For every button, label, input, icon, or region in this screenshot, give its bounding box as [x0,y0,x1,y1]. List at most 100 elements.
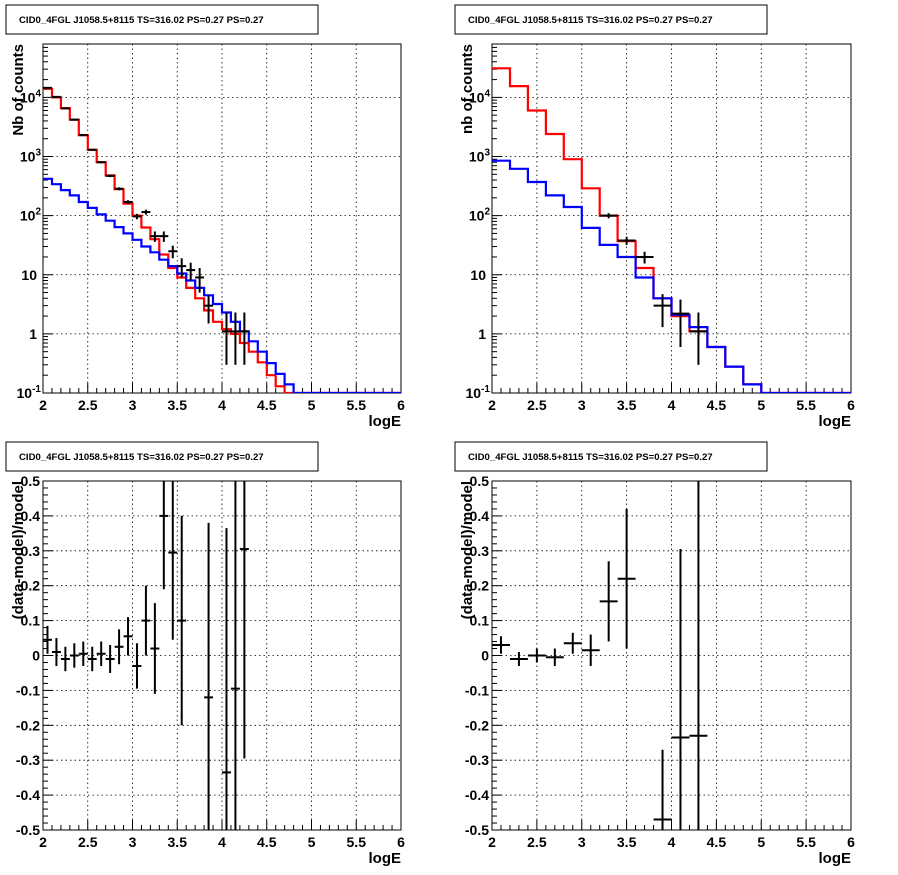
y-tick-base: 10 [469,149,485,165]
plot-frame [42,480,402,831]
residual-point [123,617,133,656]
x-tick-label: 5 [308,834,316,850]
y-tick-label: 0.5 [21,473,41,489]
plot-area [43,481,249,830]
x-tick-label: 3.5 [168,834,188,850]
residual-point [141,585,151,656]
y-tick-label: 0.1 [470,613,490,629]
x-tick-label: 4.5 [707,834,727,850]
plot-area [492,481,708,830]
x-tick-label: 2 [39,397,47,413]
grid-lines [43,44,401,393]
y-tick-exponent: -1 [481,384,490,395]
residual-point [159,481,169,590]
data-point [239,312,249,365]
residual-point [509,652,528,666]
y-tick-label: 0 [481,648,489,664]
y-tick-base: 10 [20,89,36,105]
residual-point [105,645,115,673]
x-tick-label: 5 [308,397,316,413]
x-tick-label: 4.5 [257,834,277,850]
y-tick-label: -0.1 [16,682,40,698]
x-axis-label: logE [369,413,402,430]
title-box [5,4,319,35]
y-tick-label: 104 [469,88,491,105]
model-histogram-blue [492,159,851,393]
y-tick-label: 104 [20,88,42,105]
y-tick-label: 10 [470,267,486,283]
model-histogram-blue [43,177,401,393]
x-tick-label: 5.5 [796,834,816,850]
residual-point [69,643,79,668]
data-point [114,187,124,191]
residual-point [51,638,61,666]
data-point [159,231,169,242]
x-tick-label: 5.5 [796,397,816,413]
data-point [69,118,79,121]
residual-point [222,528,231,830]
data-point [230,312,240,365]
y-tick-base: 10 [466,385,482,401]
chart-title: CID0_4FGL J1058.5+8115 TS=316.02 PS=0.27… [19,15,264,26]
x-tick-label: 6 [847,834,855,850]
y-tick-base: 10 [469,208,485,224]
data-point [105,174,115,178]
x-tick-label: 5.5 [347,397,367,413]
title-box [454,441,768,472]
x-tick-label: 6 [397,834,405,850]
y-tick-label: 0.3 [470,543,490,559]
data-point [599,213,618,219]
x-tick-label: 2.5 [527,834,547,850]
residual-point [527,648,546,663]
y-tick-exponent: 4 [35,88,41,99]
y-tick-label: 0.2 [21,578,41,594]
data-point [123,200,133,205]
x-tick-label: 3.5 [617,397,637,413]
x-tick-label: 3 [129,834,137,850]
x-tick-label: 4.5 [257,397,277,413]
x-tick-label: 4.5 [707,397,727,413]
y-tick-label: 10-1 [17,384,42,401]
y-tick-label: 102 [469,207,491,224]
y-tick-label: 10-1 [466,384,491,401]
grid-lines [43,481,401,830]
y-tick-label: -0.4 [465,787,489,803]
x-tick-label: 3.5 [168,397,188,413]
y-tick-label: -0.4 [16,787,40,803]
y-tick-label: 0.4 [21,508,41,524]
plot-area [492,67,851,393]
y-tick-label: 1 [29,326,37,342]
residual-point [168,481,178,640]
x-tick-label: 4 [668,834,676,850]
y-tick-label: 0.2 [470,578,490,594]
residual-point [653,749,672,830]
chart-title: CID0_4FGL J1058.5+8115 TS=316.02 PS=0.27… [19,452,264,463]
y-tick-label: -0.2 [16,717,40,733]
residual-point [492,636,510,654]
y-tick-label: 10 [21,267,37,283]
y-tick-label: -0.2 [465,717,489,733]
grid-lines [492,481,851,830]
x-tick-label: 5.5 [347,834,367,850]
title-box [5,441,319,472]
x-tick-label: 2.5 [78,397,98,413]
chart-title: CID0_4FGL J1058.5+8115 TS=316.02 PS=0.27… [468,452,713,463]
x-tick-label: 3.5 [617,834,637,850]
x-tick-label: 5 [757,834,765,850]
residual-point [96,641,106,666]
residual-point [689,481,708,830]
residual-point [230,481,240,830]
x-tick-label: 2 [488,397,496,413]
plot-area [43,86,401,393]
residual-point [43,625,52,654]
residual-point [87,646,97,672]
y-tick-label: 102 [20,207,42,224]
data-point [204,295,214,324]
x-axis-label: logE [819,413,852,430]
data-point [186,262,196,281]
y-tick-base: 10 [20,149,36,165]
chart-panel-4: CID0_4FGL J1058.5+8115 TS=316.02 PS=0.27… [454,441,855,867]
y-tick-label: 0.5 [470,473,490,489]
y-tick-label: -0.5 [16,822,40,838]
data-point [132,213,142,220]
